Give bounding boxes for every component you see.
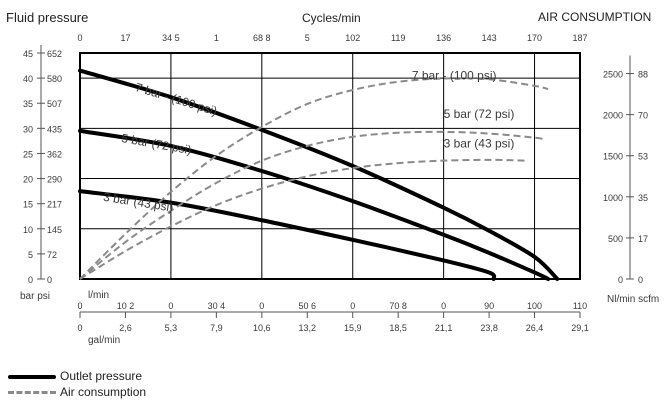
psi-tick-label: 145 bbox=[47, 225, 62, 235]
outlet-pressure-line bbox=[78, 189, 497, 281]
dashed-line-icon bbox=[8, 387, 56, 397]
bar-tick-label: 10 bbox=[23, 225, 33, 235]
cycles-tick-label: 1 bbox=[214, 33, 219, 43]
gal-tick-label: 5,3 bbox=[165, 323, 178, 333]
gal-tick-label: 2,6 bbox=[119, 323, 132, 333]
air-consumption-line bbox=[79, 130, 544, 280]
bar-tick-label: 35 bbox=[23, 99, 33, 109]
legend: Outlet pressure Air consumption bbox=[8, 368, 146, 400]
cycles-tick-label: 143 bbox=[482, 33, 497, 43]
psi-tick-label: 435 bbox=[47, 124, 62, 134]
cycles-per-minute-title: Cycles/min bbox=[302, 11, 361, 25]
outlet-pressure-line bbox=[78, 68, 560, 281]
scfm-tick-label: 88 bbox=[638, 70, 648, 80]
cycles-tick-label: 34 5 bbox=[162, 33, 180, 43]
fluid-pressure-title: Fluid pressure bbox=[6, 10, 89, 25]
bar-tick-label: 40 bbox=[23, 74, 33, 84]
lmin-tick-label: 10 2 bbox=[117, 301, 135, 311]
outlet-series-label: 7 bar - (100 psi) bbox=[134, 80, 219, 118]
air-series-label: 5 bar (72 psi) bbox=[444, 107, 515, 121]
cycles-tick-label: 119 bbox=[391, 33, 405, 43]
legend-item-air: Air consumption bbox=[8, 384, 146, 400]
lmin-tick-label: 70 8 bbox=[389, 301, 407, 311]
bar-tick-label: 25 bbox=[23, 149, 33, 159]
gal-tick-label: 29,1 bbox=[571, 323, 589, 333]
lmin-tick-label: 0 bbox=[168, 301, 173, 311]
bar-tick-label: 20 bbox=[23, 175, 33, 185]
solid-line-icon bbox=[8, 371, 56, 381]
legend-item-outlet: Outlet pressure bbox=[8, 368, 146, 384]
gal-tick-label: 18,5 bbox=[389, 323, 407, 333]
lmin-tick-label: 30 4 bbox=[208, 301, 226, 311]
lmin-tick-label: 110 bbox=[573, 301, 587, 311]
lmin-tick-label: 90 bbox=[484, 301, 494, 311]
cycles-tick-label: 136 bbox=[436, 33, 451, 43]
psi-tick-label: 0 bbox=[47, 275, 52, 285]
bar-tick-label: 45 bbox=[23, 49, 33, 59]
lmin-tick-label: 100 bbox=[527, 301, 542, 311]
air-series-label: 7 bar - (100 psi) bbox=[412, 68, 497, 82]
air-consumption-title: AIR CONSUMPTION bbox=[538, 10, 652, 24]
nlmin-tick-label: 2500 bbox=[603, 70, 623, 80]
lmin-tick-label: 0 bbox=[350, 301, 355, 311]
gal-tick-label: 10,6 bbox=[253, 323, 271, 333]
nlmin-tick-label: 2000 bbox=[603, 111, 623, 121]
cycles-tick-label: 5 bbox=[305, 33, 310, 43]
gal-units: gal/min bbox=[88, 335, 120, 346]
scfm-tick-label: 53 bbox=[638, 152, 648, 162]
scfm-tick-label: 17 bbox=[638, 234, 648, 244]
scfm-tick-label: 70 bbox=[638, 111, 648, 121]
psi-tick-label: 217 bbox=[47, 200, 62, 210]
air-consumption-line bbox=[79, 158, 526, 280]
cycles-tick-label: 68 8 bbox=[253, 33, 271, 43]
cycles-tick-label: 102 bbox=[345, 33, 360, 43]
cycles-tick-label: 170 bbox=[527, 33, 542, 43]
nlmin-tick-label: 1500 bbox=[603, 152, 623, 162]
gal-tick-label: 0 bbox=[77, 323, 82, 333]
nlmin-tick-label: 0 bbox=[618, 275, 623, 285]
cycles-tick-label: 17 bbox=[120, 33, 130, 43]
outlet-pressure-line bbox=[78, 128, 551, 281]
psi-tick-label: 580 bbox=[47, 74, 62, 84]
outlet-series-label: 3 bar (43 psi) bbox=[102, 190, 174, 215]
cycles-tick-label: 187 bbox=[572, 33, 587, 43]
gal-tick-label: 7,9 bbox=[210, 323, 223, 333]
psi-tick-label: 652 bbox=[47, 49, 62, 59]
scfm-tick-label: 35 bbox=[638, 193, 648, 203]
right-axis-units: Nl/min scfm bbox=[607, 294, 659, 305]
air-series-label: 3 bar (43 psi) bbox=[444, 137, 515, 151]
lmin-tick-label: 0 bbox=[77, 301, 82, 311]
gal-tick-label: 23,8 bbox=[480, 323, 498, 333]
cycles-tick-label: 0 bbox=[77, 33, 82, 43]
plot-frame bbox=[79, 52, 581, 280]
outlet-series-label: 5 bar (72 psi) bbox=[120, 131, 192, 157]
bar-tick-label: 5 bbox=[28, 250, 33, 260]
gal-tick-label: 21,1 bbox=[435, 323, 453, 333]
nlmin-tick-label: 500 bbox=[608, 234, 623, 244]
gal-tick-label: 15,9 bbox=[344, 323, 362, 333]
left-axis-units: bar psi bbox=[20, 291, 50, 302]
gal-tick-label: 26,4 bbox=[526, 323, 544, 333]
scfm-tick-label: 0 bbox=[638, 275, 643, 285]
lmin-units: l/min bbox=[88, 290, 109, 301]
gal-tick-label: 13,2 bbox=[299, 323, 317, 333]
lmin-tick-label: 0 bbox=[441, 301, 446, 311]
bar-tick-label: 0 bbox=[28, 275, 33, 285]
psi-tick-label: 72 bbox=[47, 250, 57, 260]
psi-tick-label: 362 bbox=[47, 149, 62, 159]
nlmin-tick-label: 1000 bbox=[603, 193, 623, 203]
psi-tick-label: 290 bbox=[47, 175, 62, 185]
psi-tick-label: 507 bbox=[47, 99, 62, 109]
legend-label-air: Air consumption bbox=[60, 385, 147, 399]
bar-tick-label: 15 bbox=[23, 200, 33, 210]
lmin-tick-label: 0 bbox=[259, 301, 264, 311]
lmin-tick-label: 50 6 bbox=[299, 301, 317, 311]
air-consumption-line bbox=[79, 77, 549, 280]
bar-tick-label: 30 bbox=[23, 124, 33, 134]
legend-label-outlet: Outlet pressure bbox=[60, 369, 143, 383]
